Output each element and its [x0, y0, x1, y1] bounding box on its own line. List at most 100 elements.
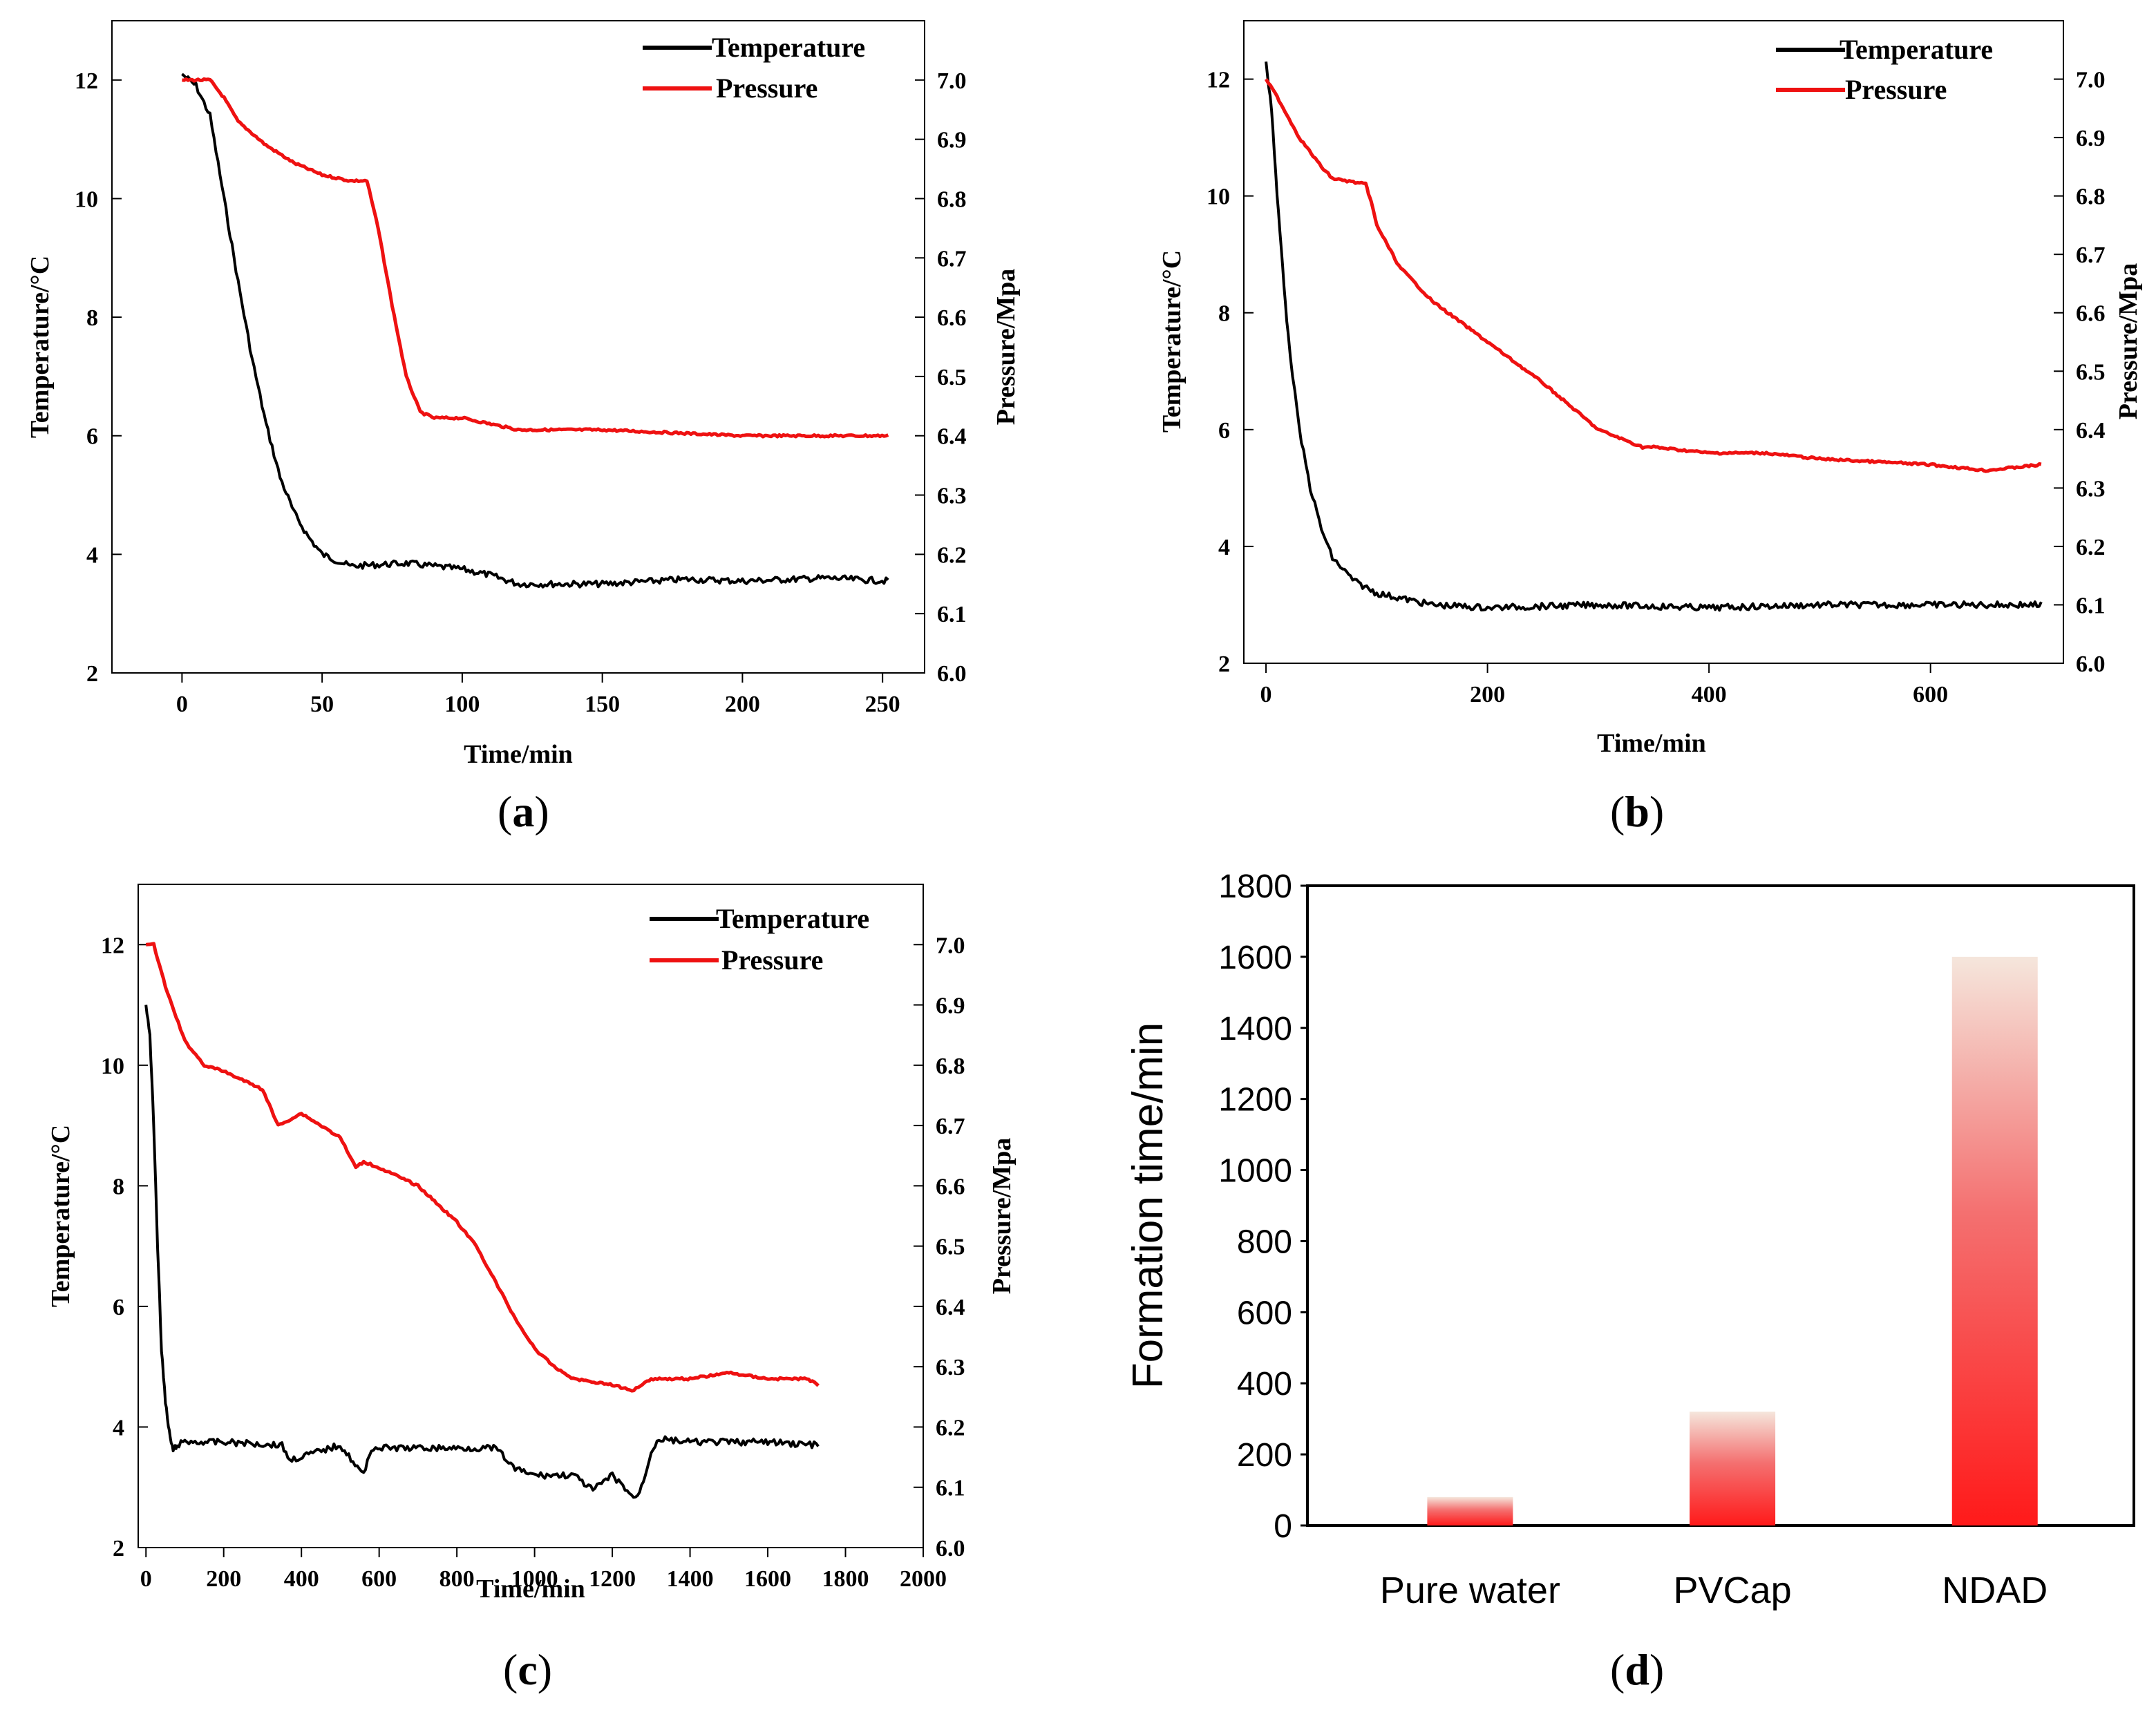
y-tick-label: 8 [113, 1174, 124, 1199]
y2-tick-label: 6.5 [937, 365, 967, 390]
chart-b-y2label: Pressure/Mpa [2114, 263, 2143, 420]
y2-tick-label: 6.8 [2076, 184, 2106, 210]
y-tick-label: 2 [113, 1536, 124, 1561]
y2-tick-label: 6.3 [937, 484, 967, 509]
bar-pvcap [1690, 1411, 1776, 1525]
legend-temperature-label: Temperature [1840, 34, 1993, 65]
y-tick-label: 1000 [1218, 1153, 1292, 1190]
chart-a-xlabel: Time/min [464, 740, 573, 769]
y-tick-label: 12 [1207, 68, 1230, 93]
chart-b-ylabel: Temperature/°C [1157, 250, 1186, 432]
y2-tick-label: 6.7 [936, 1114, 965, 1139]
x-tick-label: 0 [140, 1566, 152, 1592]
y2-tick-label: 6.0 [937, 661, 967, 687]
x-tick-label: 200 [725, 692, 760, 717]
y-tick-label: 600 [1237, 1295, 1292, 1331]
series-temperature-line [181, 73, 889, 589]
y2-tick-label: 6.8 [936, 1054, 965, 1079]
x-tick-label: 0 [1260, 682, 1272, 707]
chart-c-x-ticks: 0 200 400 600 800 1000 1200 1400 1600 1800 2000 [140, 1548, 947, 1592]
y-tick-label: 4 [1218, 535, 1230, 560]
chart-b-lines [1264, 61, 2043, 612]
chart-a-y-ticks: 2 4 6 8 10 12 [75, 68, 122, 687]
x-tick-label: 1400 [667, 1566, 714, 1592]
chart-b-y2-ticks: 6.0 6.1 6.2 6.3 6.4 6.5 6.6 6.7 6.8 6.9 7.0 [2054, 68, 2106, 677]
y-tick-label: 6 [113, 1295, 124, 1320]
x-category-label: NDAD [1942, 1570, 2048, 1611]
caption-b: (b) [1610, 786, 1664, 837]
y2-tick-label: 6.3 [2076, 476, 2106, 502]
caption-a: (a) [498, 786, 549, 837]
chart-a-y2-ticks: 6.0 6.1 6.2 6.3 6.4 6.5 6.6 6.7 6.8 6.9 7.0 [915, 68, 967, 687]
y-tick-label: 10 [1207, 184, 1230, 210]
y2-tick-label: 6.2 [2076, 535, 2106, 560]
legend-temperature-label: Temperature [716, 903, 869, 934]
y-tick-label: 10 [101, 1054, 124, 1079]
y2-tick-label: 6.1 [937, 602, 967, 627]
series-pressure-line [1264, 78, 2042, 473]
chart-d-y-ticks: 0 200 400 600 800 1000 1200 1400 1600 1800 [1218, 868, 1307, 1545]
chart-c-lines [144, 942, 820, 1499]
chart-b-x-ticks: 0 200 400 600 [1260, 663, 1948, 707]
y-tick-label: 1400 [1218, 1011, 1292, 1047]
x-tick-label: 800 [439, 1566, 475, 1592]
y2-tick-label: 6.2 [937, 542, 967, 568]
y-tick-label: 12 [75, 68, 98, 94]
y-tick-label: 6 [1218, 418, 1230, 444]
y-tick-label: 4 [86, 542, 98, 568]
y2-tick-label: 6.2 [936, 1415, 965, 1440]
y-tick-label: 400 [1237, 1366, 1292, 1403]
caption-a-close: ) [534, 787, 549, 836]
y2-tick-label: 6.6 [937, 305, 967, 331]
y2-tick-label: 7.0 [936, 933, 965, 958]
legend-pressure-label: Pressure [716, 73, 817, 104]
y2-tick-label: 6.4 [2076, 418, 2106, 444]
series-pressure-line [145, 942, 820, 1393]
x-tick-label: 150 [585, 692, 620, 717]
caption-a-letter: a [512, 787, 535, 836]
chart-b-xlabel: Time/min [1597, 729, 1706, 758]
x-category-label: PVCap [1674, 1570, 1792, 1611]
bar-pure-water [1427, 1496, 1513, 1525]
y-tick-label: 200 [1237, 1437, 1292, 1474]
y-tick-label: 1600 [1218, 940, 1292, 976]
y2-tick-label: 6.8 [937, 187, 967, 212]
y2-tick-label: 6.9 [2076, 126, 2106, 151]
legend-pressure-label: Pressure [1845, 74, 1947, 105]
series-temperature-line [1265, 61, 2043, 612]
y2-tick-label: 6.9 [937, 128, 967, 153]
y2-tick-label: 6.1 [936, 1476, 965, 1501]
x-tick-label: 250 [865, 692, 900, 717]
caption-d: (d) [1610, 1644, 1664, 1695]
y-tick-label: 800 [1237, 1224, 1292, 1260]
y-tick-label: 8 [86, 305, 98, 331]
x-tick-label: 1600 [744, 1566, 791, 1592]
x-tick-label: 100 [444, 692, 480, 717]
y-tick-label: 0 [1274, 1508, 1292, 1545]
chart-d-bars [1427, 956, 2038, 1525]
chart-c-xlabel: Time/min [476, 1575, 585, 1604]
chart-d-ylabel: Formation time/min [1124, 1023, 1172, 1389]
x-tick-label: 600 [1913, 682, 1948, 707]
chart-d-x-ticks: Pure water PVCap NDAD [1380, 1570, 2048, 1611]
x-tick-label: 200 [206, 1566, 241, 1592]
y2-tick-label: 6.4 [937, 424, 967, 450]
x-tick-label: 600 [361, 1566, 397, 1592]
y-tick-label: 2 [1218, 652, 1230, 677]
y2-tick-label: 6.7 [937, 246, 967, 272]
x-tick-label: 200 [1470, 682, 1505, 707]
x-tick-label: 50 [310, 692, 334, 717]
x-tick-label: 2000 [900, 1566, 947, 1592]
chart-b-legend: Temperature Pressure [1776, 34, 1993, 105]
y-tick-label: 4 [113, 1415, 124, 1440]
chart-c-y2label: Pressure/Mpa [987, 1138, 1016, 1295]
y-tick-label: 8 [1218, 301, 1230, 327]
y2-tick-label: 6.0 [936, 1536, 965, 1561]
legend-pressure-label: Pressure [721, 944, 823, 976]
y2-tick-label: 6.9 [936, 993, 965, 1019]
x-category-label: Pure water [1380, 1570, 1560, 1611]
y2-tick-label: 6.4 [936, 1295, 965, 1320]
chart-c-legend: Temperature Pressure [650, 903, 869, 976]
caption-c-open: ( [503, 1645, 518, 1694]
